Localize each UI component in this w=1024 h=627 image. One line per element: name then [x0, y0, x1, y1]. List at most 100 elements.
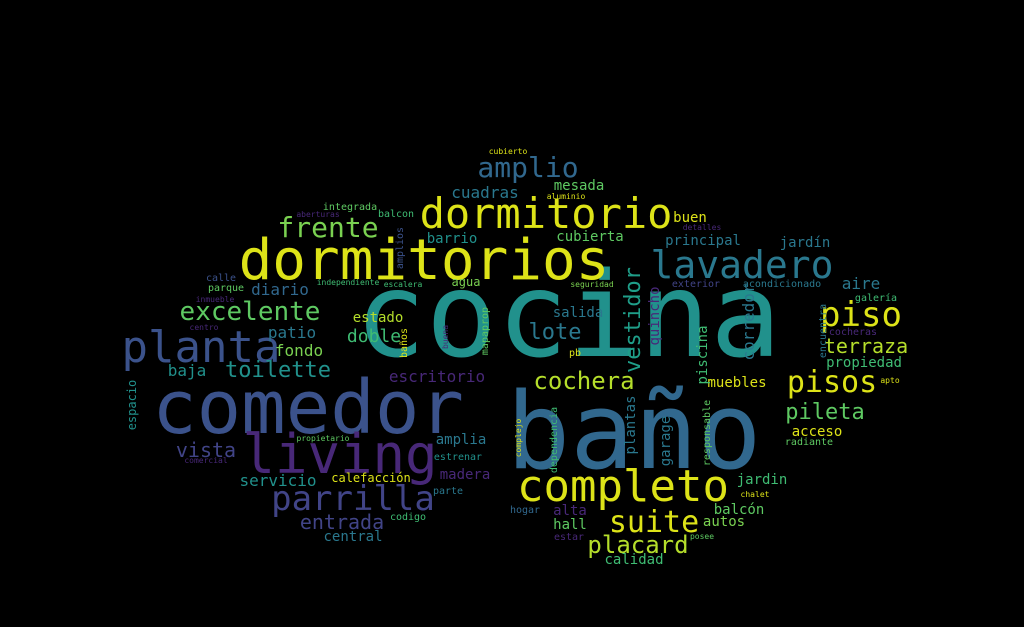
- word-0: cocina: [354, 246, 782, 384]
- word-73: cubierto: [488, 147, 528, 156]
- word-33: mesada: [553, 178, 605, 194]
- word-45: ampliа: [435, 432, 487, 448]
- word-41: muebles: [707, 375, 767, 391]
- word-21: lote: [528, 320, 582, 345]
- word-63: acondicionado: [742, 279, 822, 290]
- word-36: buen: [673, 210, 707, 226]
- word-62: espacio: [125, 379, 139, 431]
- word-85: mapaprop: [480, 306, 491, 356]
- word-75: balcon: [377, 209, 415, 220]
- word-15: frente: [277, 211, 379, 244]
- word-55: integrada: [322, 202, 378, 213]
- word-90: comercial: [184, 456, 228, 465]
- word-27: baja: [167, 361, 207, 380]
- word-19: toilette: [225, 358, 331, 383]
- word-50: autos: [702, 514, 746, 530]
- word-51: balcón: [713, 502, 765, 518]
- word-1: baño: [506, 370, 762, 493]
- word-17: placard: [587, 531, 689, 559]
- word-3: dormitorios: [238, 228, 610, 293]
- word-61: garage: [658, 415, 674, 467]
- word-60: plantas: [623, 395, 639, 455]
- word-11: piso: [820, 295, 902, 335]
- word-59: quincho: [647, 286, 663, 346]
- word-66: encuentra: [818, 303, 829, 359]
- word-68: radiante: [784, 437, 834, 448]
- word-93: responsable: [702, 399, 713, 467]
- word-82: escalera: [383, 280, 423, 289]
- word-64: exterior: [671, 279, 721, 290]
- word-46: madera: [439, 467, 491, 483]
- word-34: cubierta: [556, 229, 624, 245]
- word-95: parte: [432, 486, 464, 497]
- word-2: comedor: [152, 365, 464, 451]
- word-32: cuadras: [451, 183, 519, 202]
- word-37: principal: [665, 233, 741, 249]
- word-20: terraza: [823, 334, 909, 358]
- word-39: aire: [841, 274, 881, 293]
- word-67: cocheras: [828, 327, 878, 338]
- word-23: vista: [175, 438, 237, 462]
- word-30: estado: [352, 310, 404, 326]
- word-25: patio: [267, 323, 317, 342]
- word-40: propiedad: [826, 355, 902, 371]
- word-31: salida: [552, 305, 604, 321]
- word-91: complejo: [514, 418, 523, 458]
- word-9: parrilla: [271, 479, 435, 519]
- word-52: jardin: [736, 472, 788, 488]
- word-83: seguridad: [570, 280, 614, 289]
- word-84: centro: [189, 323, 219, 332]
- word-26: diario: [251, 280, 309, 299]
- word-76: detalles: [682, 223, 722, 232]
- word-65: galería: [854, 293, 898, 304]
- word-87: baños: [399, 327, 410, 359]
- word-16: excelente: [179, 297, 321, 327]
- word-13: suite: [608, 505, 700, 540]
- word-48: alta: [553, 503, 587, 519]
- word-14: cochera: [533, 367, 635, 395]
- word-56: agua: [451, 275, 481, 289]
- word-98: estar: [553, 532, 585, 543]
- word-97: hogar: [509, 505, 541, 516]
- word-38: jardín: [779, 235, 831, 251]
- word-35: barrio: [426, 231, 478, 247]
- word-8: lavadero: [650, 243, 834, 287]
- word-53: central: [323, 529, 383, 545]
- word-70: chalet: [740, 490, 770, 499]
- word-72: aluminio: [546, 192, 586, 201]
- word-49: hall: [553, 517, 587, 533]
- word-42: acceso: [791, 424, 843, 440]
- word-94: estrenar: [433, 452, 483, 463]
- word-78: calle: [205, 273, 237, 284]
- word-22: entrada: [299, 510, 385, 534]
- word-44: escritorio: [388, 367, 486, 386]
- word-6: completo: [517, 461, 729, 512]
- word-79: parque: [207, 283, 245, 294]
- word-58: piscina: [695, 325, 711, 385]
- word-89: propietario: [296, 434, 350, 443]
- word-54: calidad: [604, 552, 664, 568]
- word-57: corredor: [739, 283, 758, 361]
- word-74: aberturas: [296, 210, 340, 219]
- word-81: independiente: [316, 278, 380, 287]
- word-80: inmueble: [195, 295, 235, 304]
- word-24: vestidor: [621, 267, 646, 373]
- word-86: buena: [441, 324, 450, 350]
- word-10: amplio: [477, 151, 579, 184]
- word-71: posee: [689, 532, 715, 541]
- word-29: doble: [346, 326, 402, 347]
- word-69: apto: [880, 376, 900, 385]
- word-77: amplios: [395, 226, 406, 270]
- word-43: servicio: [239, 471, 317, 490]
- word-12: pisos: [786, 365, 878, 400]
- word-88: pb: [568, 348, 582, 359]
- word-47: calefacción: [331, 471, 411, 485]
- word-92: dependencia: [549, 406, 560, 474]
- word-18: pileta: [785, 400, 865, 425]
- word-28: fondo: [274, 341, 324, 360]
- word-7: planta: [121, 322, 281, 373]
- word-96: codigo: [389, 512, 427, 523]
- word-4: dormitorio: [419, 189, 673, 238]
- word-5: living: [242, 423, 438, 486]
